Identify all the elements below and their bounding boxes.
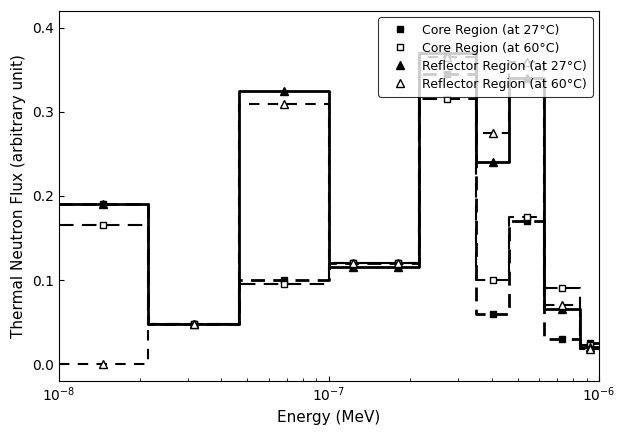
Core Region (at 60°C)	[394, 261, 401, 266]
Reflector Region (at 27°C)	[280, 89, 288, 94]
Reflector Region (at 27°C)	[349, 265, 356, 270]
Core Region (at 27°C)	[443, 72, 451, 77]
Core Region (at 27°C)	[523, 218, 530, 224]
Reflector Region (at 60°C)	[443, 54, 451, 60]
Reflector Region (at 60°C)	[100, 361, 107, 367]
Reflector Region (at 27°C)	[489, 160, 497, 165]
Y-axis label: Thermal Neutron Flux (arbitrary unit): Thermal Neutron Flux (arbitrary unit)	[11, 54, 26, 338]
Core Region (at 60°C)	[349, 261, 356, 266]
Core Region (at 27°C)	[100, 202, 107, 207]
Line: Reflector Region (at 27°C): Reflector Region (at 27°C)	[99, 49, 594, 351]
Reflector Region (at 60°C)	[489, 130, 497, 136]
Reflector Region (at 60°C)	[349, 261, 356, 266]
Core Region (at 60°C)	[190, 321, 198, 326]
Core Region (at 60°C)	[558, 286, 566, 291]
Line: Core Region (at 60°C): Core Region (at 60°C)	[100, 96, 593, 348]
Reflector Region (at 60°C)	[523, 59, 530, 64]
Reflector Region (at 60°C)	[394, 261, 401, 266]
Core Region (at 60°C)	[443, 97, 451, 102]
Reflector Region (at 27°C)	[100, 202, 107, 207]
Reflector Region (at 27°C)	[523, 76, 530, 81]
Core Region (at 60°C)	[280, 282, 288, 287]
Reflector Region (at 60°C)	[280, 101, 288, 106]
Core Region (at 27°C)	[349, 261, 356, 266]
Reflector Region (at 60°C)	[586, 346, 593, 351]
Reflector Region (at 60°C)	[190, 321, 198, 326]
Reflector Region (at 27°C)	[558, 307, 566, 312]
Reflector Region (at 27°C)	[190, 321, 198, 326]
Core Region (at 27°C)	[394, 261, 401, 266]
Core Region (at 60°C)	[586, 342, 593, 347]
Core Region (at 27°C)	[586, 341, 593, 346]
Reflector Region (at 27°C)	[443, 51, 451, 56]
Legend: Core Region (at 27°C), Core Region (at 60°C), Reflector Region (at 27°C), Reflec: Core Region (at 27°C), Core Region (at 6…	[378, 17, 593, 97]
Reflector Region (at 60°C)	[558, 303, 566, 308]
Core Region (at 27°C)	[190, 321, 198, 326]
Core Region (at 60°C)	[523, 215, 530, 220]
Reflector Region (at 27°C)	[586, 344, 593, 350]
Core Region (at 60°C)	[100, 223, 107, 228]
Core Region (at 27°C)	[489, 311, 497, 316]
Core Region (at 27°C)	[558, 336, 566, 341]
X-axis label: Energy (MeV): Energy (MeV)	[277, 410, 381, 425]
Core Region (at 60°C)	[489, 277, 497, 283]
Reflector Region (at 27°C)	[394, 265, 401, 270]
Line: Reflector Region (at 60°C): Reflector Region (at 60°C)	[99, 53, 594, 368]
Line: Core Region (at 27°C): Core Region (at 27°C)	[100, 71, 593, 347]
Core Region (at 27°C)	[280, 277, 288, 283]
